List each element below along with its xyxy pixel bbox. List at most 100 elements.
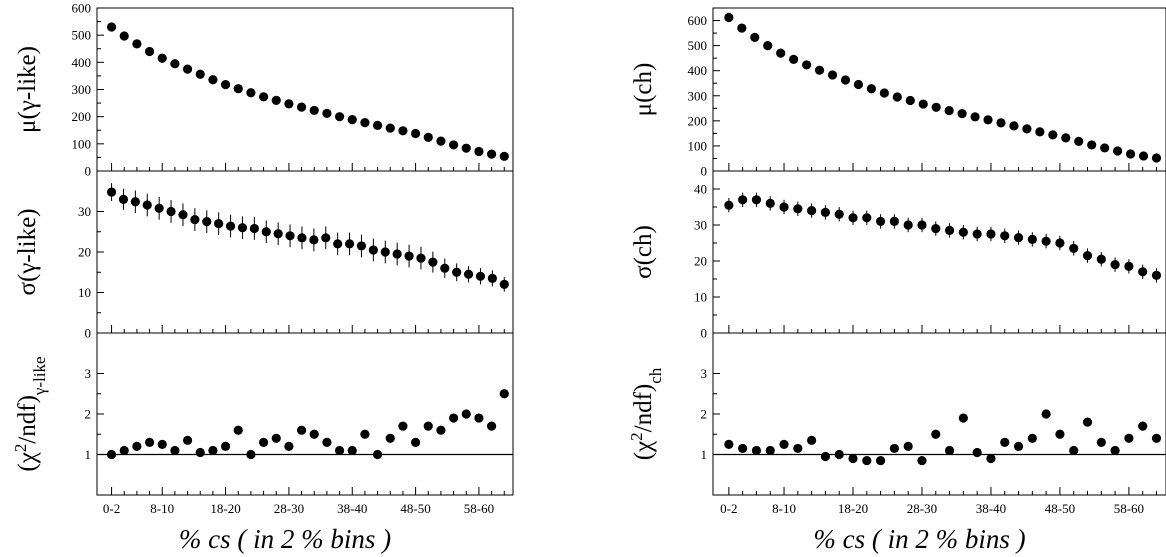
data-point — [404, 251, 414, 261]
data-point — [917, 220, 927, 230]
panel-left-top: 0 100 200 300 400 500 600 μ(γ-like) — [14, 1, 514, 179]
data-point — [273, 229, 283, 239]
y-tick-label: 3 — [701, 366, 708, 381]
data-point — [903, 441, 913, 451]
data-point — [208, 445, 218, 456]
y-axis-label: σ(γ-like) — [14, 209, 41, 296]
data-point — [1087, 140, 1097, 150]
x-tick-label: 38-40 — [337, 501, 367, 516]
data-point — [486, 421, 497, 431]
x-tick-label: 18-20 — [838, 501, 868, 516]
data-point — [834, 209, 844, 219]
data-point — [1110, 445, 1120, 456]
data-point — [333, 239, 343, 249]
y-axis-label: μ(ch) — [630, 63, 657, 117]
plot-frame — [712, 170, 1166, 334]
panel-left-middle: 0 10 20 30 σ(γ-like) — [14, 170, 514, 341]
data-point — [106, 187, 117, 197]
data-point — [737, 23, 747, 33]
data-point — [119, 31, 129, 41]
y-tick-label: 2 — [701, 407, 708, 422]
data-point — [793, 204, 803, 214]
plot-frame — [96, 332, 514, 496]
data-point — [474, 413, 484, 423]
data-point — [132, 39, 142, 49]
panel-left-bottom: 1 2 3 (χ2/ndf)γ-like 0-2 8-10 18-20 28-30 38-40 4… — [11, 332, 514, 554]
data-point — [416, 253, 426, 263]
data-point — [724, 439, 734, 449]
y-tick-label: 20 — [694, 254, 707, 269]
data-point — [166, 206, 176, 217]
data-point — [309, 105, 319, 116]
data-point — [208, 75, 218, 85]
data-point — [118, 194, 129, 204]
data-point — [499, 279, 509, 289]
data-point — [322, 437, 332, 447]
data-point — [802, 60, 812, 70]
data-point — [261, 227, 271, 237]
y-tick-label: 2 — [85, 407, 92, 422]
data-point — [309, 235, 319, 245]
data-point — [848, 453, 858, 464]
panel-right-top: 0 100 200 300 400 500 600 μ(ch) — [630, 7, 1166, 179]
data-point — [1151, 153, 1162, 163]
data-point — [461, 143, 471, 153]
data-point — [296, 425, 307, 435]
x-tick-label: 58-60 — [464, 501, 494, 516]
data-point — [178, 210, 188, 220]
data-point — [972, 447, 982, 458]
y-tick-label: 1 — [85, 447, 92, 462]
x-tick-label: 8-10 — [772, 501, 796, 516]
data-point — [1061, 133, 1071, 143]
data-point — [448, 140, 459, 150]
y-tick-label: 1 — [701, 447, 708, 462]
data-point — [750, 32, 760, 42]
data-point — [862, 455, 872, 466]
data-point — [944, 105, 954, 116]
data-point — [840, 75, 851, 85]
data-point — [144, 437, 155, 447]
y-tick-label: 40 — [694, 182, 707, 197]
data-point — [309, 429, 319, 439]
data-point — [368, 245, 378, 255]
data-point — [793, 443, 803, 454]
data-point — [356, 241, 367, 251]
data-point — [1124, 433, 1134, 443]
data-point — [233, 425, 243, 435]
data-point — [499, 389, 509, 399]
data-point — [246, 449, 256, 460]
data-point — [237, 223, 248, 233]
data-point — [931, 224, 941, 234]
data-point — [917, 455, 927, 466]
data-point — [996, 118, 1006, 128]
data-point — [905, 95, 915, 106]
data-point — [220, 80, 231, 90]
data-point — [170, 445, 180, 456]
data-point — [436, 425, 446, 435]
data-point — [814, 65, 825, 75]
data-point — [903, 220, 913, 230]
data-point — [499, 151, 509, 161]
panel-right-middle: 0 10 20 30 40 σ(ch) — [630, 170, 1166, 341]
data-point — [848, 213, 858, 223]
y-axis-label: (χ2/ndf)γ-like — [11, 356, 49, 471]
data-point — [1041, 409, 1051, 419]
data-point — [334, 112, 345, 122]
data-point — [423, 132, 433, 142]
data-point — [321, 233, 331, 243]
data-point — [296, 102, 307, 112]
y-tick-label: 0 — [701, 164, 708, 179]
plot-frame — [96, 170, 514, 334]
data-point — [827, 70, 838, 80]
panel-right-bottom: 1 2 3 (χ2/ndf)ch 0-2 8-10 18-20 28-30 38-40 48-50… — [627, 332, 1166, 554]
y-axis-label: (χ2/ndf)ch — [627, 367, 665, 460]
data-point — [347, 445, 357, 456]
data-point — [1013, 441, 1024, 451]
plot-frame — [712, 332, 1166, 496]
data-point — [233, 84, 243, 94]
data-point — [1027, 234, 1037, 244]
data-point — [380, 247, 390, 257]
y-tick-label: 200 — [72, 109, 92, 124]
data-point — [1138, 267, 1148, 277]
data-point — [271, 433, 281, 443]
